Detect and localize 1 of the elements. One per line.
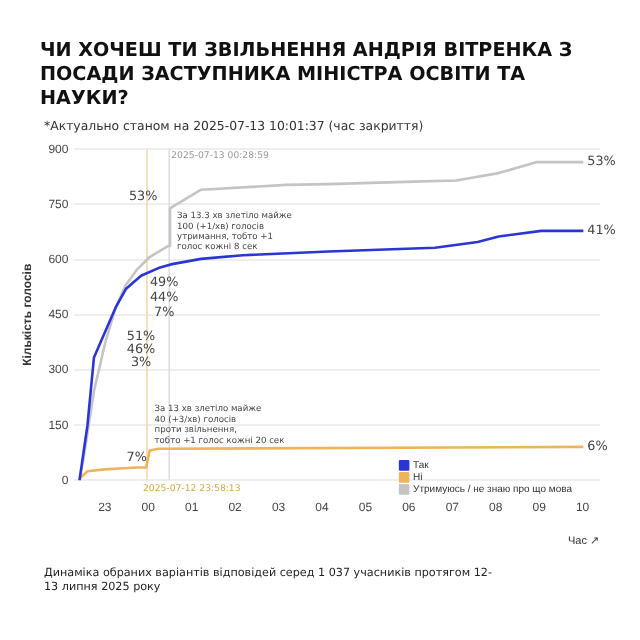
chart-title: ЧИ ХОЧЕШ ТИ ЗВІЛЬНЕННЯ АНДРІЯ ВІТРЕНКА З ПОСАДИ ЗАСТУПНИКА МІНІСТРА ОСВІТИ ТА НАУКИ? xyxy=(40,40,575,112)
